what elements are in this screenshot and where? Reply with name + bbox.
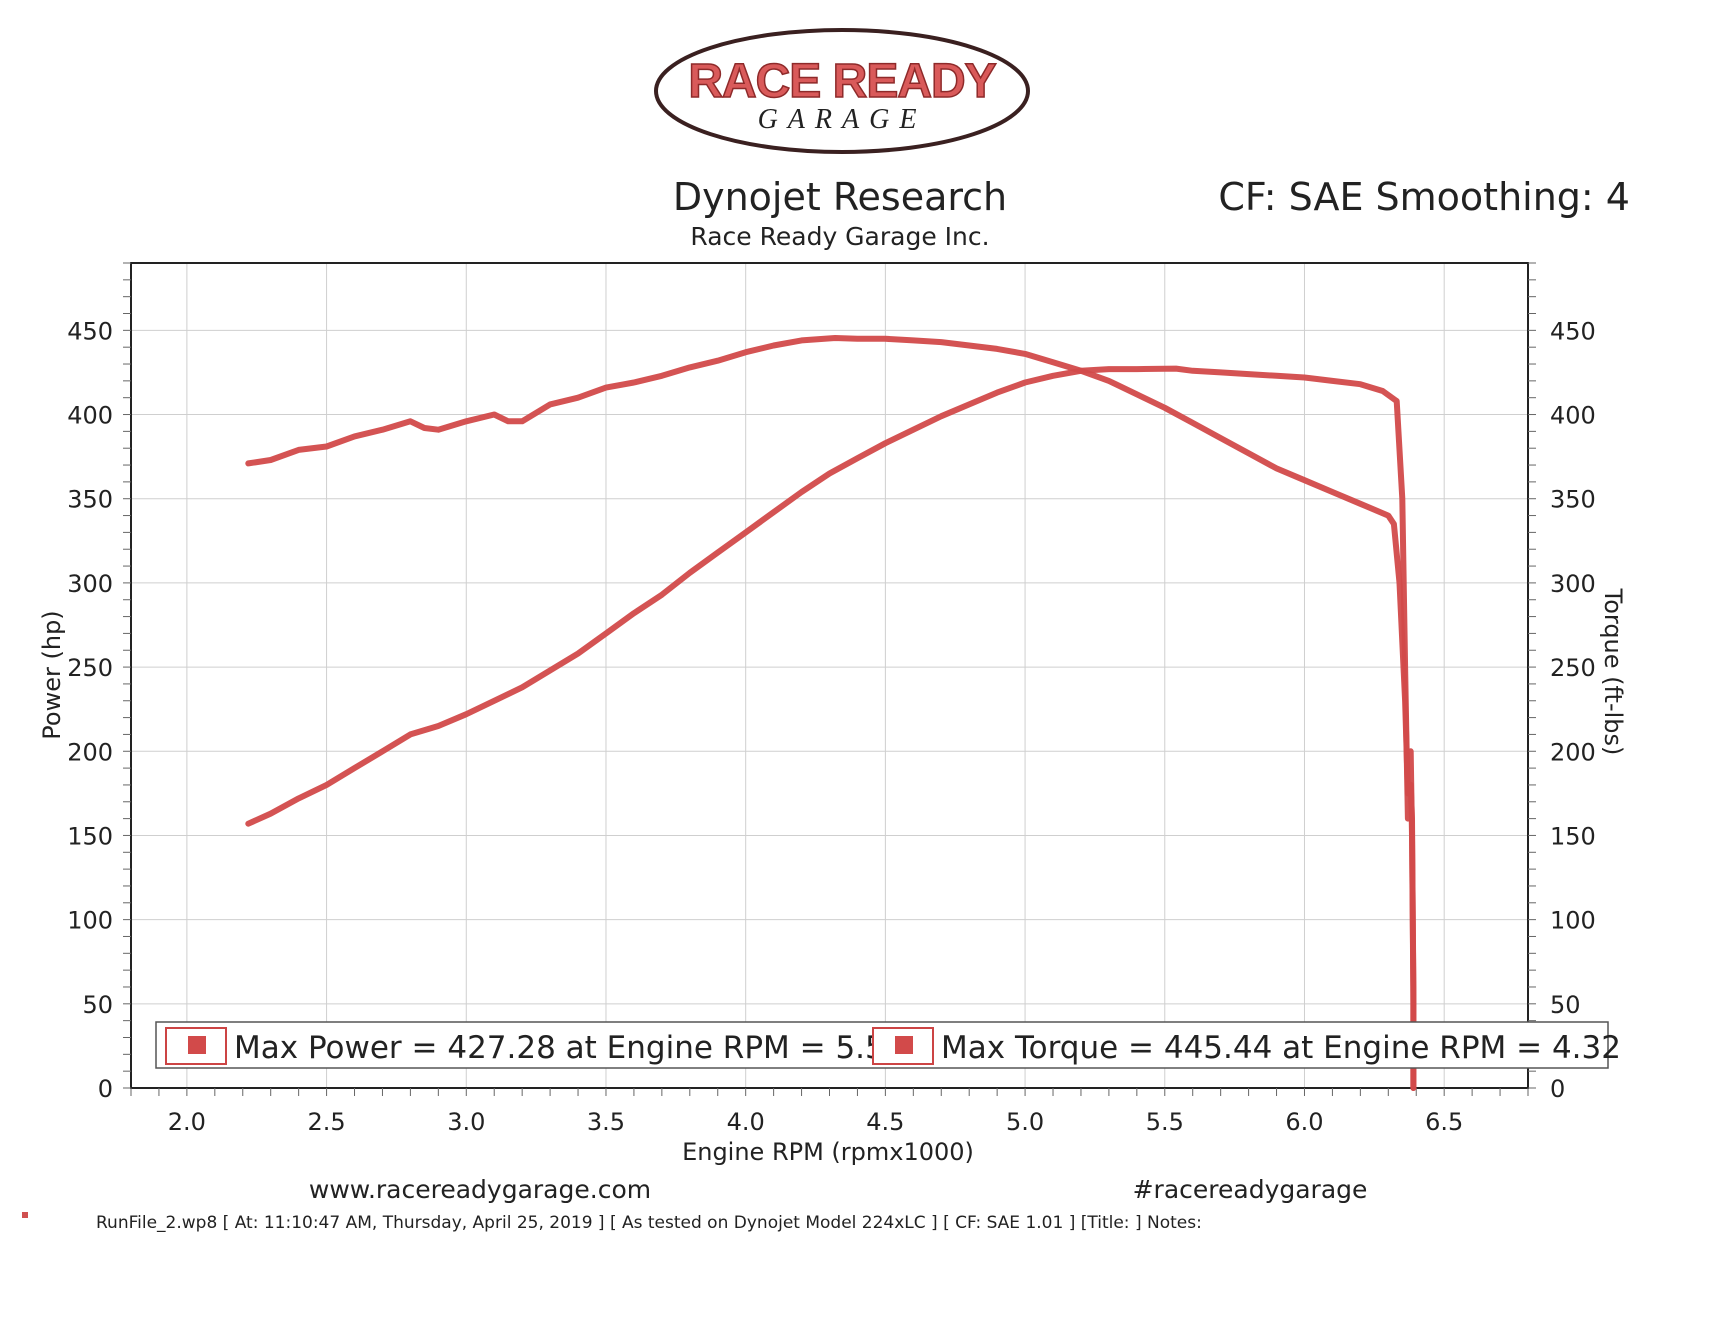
y-right-tick-label: 250 — [1550, 654, 1596, 682]
series-line-torque — [245, 335, 1417, 1091]
scan-mark — [22, 1212, 28, 1218]
y-left-tick-label: 350 — [67, 486, 113, 514]
series — [245, 335, 1417, 1091]
legend-max-torque: Max Torque = 445.44 at Engine RPM = 4.32 — [941, 1030, 1621, 1066]
x-tick-label: 3.5 — [587, 1108, 625, 1136]
legend-swatch-power-frame — [165, 1027, 227, 1065]
x-tick-label: 5.5 — [1146, 1108, 1184, 1136]
x-tick-labels: 2.0 2.5 3.0 3.5 4.0 4.5 5.0 5.5 6.0 6.5 — [168, 1108, 1463, 1136]
x-tick-label: 4.5 — [866, 1108, 904, 1136]
y-right-tick-label: 0 — [1550, 1075, 1565, 1103]
website-url: www.racereadygarage.com — [308, 1175, 652, 1204]
x-tick-label: 3.0 — [447, 1108, 485, 1136]
x-tick-label: 6.0 — [1285, 1108, 1323, 1136]
y-right-tick-labels: 0 50 100 150 200 250 300 350 400 450 — [1550, 317, 1596, 1103]
series-line-power — [245, 365, 1417, 1091]
y-left-tick-label: 200 — [67, 738, 113, 766]
y-left-tick-label: 250 — [67, 654, 113, 682]
y-right-tick-label: 450 — [1550, 317, 1596, 345]
legend: Max Power = 427.28 at Engine RPM = 5.54 … — [155, 1021, 1621, 1069]
x-tick-label: 5.0 — [1006, 1108, 1044, 1136]
x-tick-label: 2.0 — [168, 1108, 206, 1136]
legend-swatch-torque — [895, 1036, 913, 1054]
y-right-tick-label: 100 — [1550, 907, 1596, 935]
x-tick-label: 4.0 — [727, 1108, 765, 1136]
y-right-tick-label: 350 — [1550, 486, 1596, 514]
correction-factor-text: CF: SAE Smoothing: 4 — [1218, 175, 1630, 219]
hashtag: #racereadygarage — [1132, 1175, 1368, 1204]
legend-swatch-power — [188, 1036, 206, 1054]
y-left-tick-label: 0 — [98, 1075, 113, 1103]
y-right-tick-label: 300 — [1550, 570, 1596, 598]
x-axis-title: Engine RPM (rpmx1000) — [682, 1138, 974, 1166]
logo-line1: RACE READY — [688, 55, 996, 108]
minor-ticks — [123, 262, 1536, 1096]
y-left-tick-label: 400 — [67, 402, 113, 430]
y-right-tick-label: 50 — [1550, 991, 1581, 1019]
y-right-axis-title: Torque (ft-lbs) — [1599, 588, 1627, 756]
y-left-tick-label: 450 — [67, 317, 113, 345]
chart-subtitle: Race Ready Garage Inc. — [690, 222, 990, 251]
y-right-tick-label: 150 — [1550, 822, 1596, 850]
y-left-tick-label: 100 — [67, 907, 113, 935]
y-left-tick-label: 300 — [67, 570, 113, 598]
y-right-tick-label: 200 — [1550, 738, 1596, 766]
run-info: RunFile_2.wp8 [ At: 11:10:47 AM, Thursda… — [96, 1213, 1202, 1233]
y-left-tick-label: 50 — [82, 991, 113, 1019]
race-ready-garage-logo: RACE READY GARAGE — [654, 28, 1030, 154]
x-tick-label: 6.5 — [1425, 1108, 1463, 1136]
y-right-tick-label: 400 — [1550, 402, 1596, 430]
y-left-axis-title: Power (hp) — [38, 610, 66, 739]
grid — [131, 263, 1528, 1089]
y-left-tick-label: 150 — [67, 822, 113, 850]
y-left-tick-labels: 0 50 100 150 200 250 300 350 400 450 — [67, 317, 113, 1103]
x-tick-label: 2.5 — [307, 1108, 345, 1136]
chart-title: Dynojet Research — [672, 175, 1008, 219]
legend-max-power: Max Power = 427.28 at Engine RPM = 5.54 — [234, 1030, 904, 1066]
plot-frame — [130, 262, 1529, 1089]
logo-line2: GARAGE — [758, 104, 927, 135]
